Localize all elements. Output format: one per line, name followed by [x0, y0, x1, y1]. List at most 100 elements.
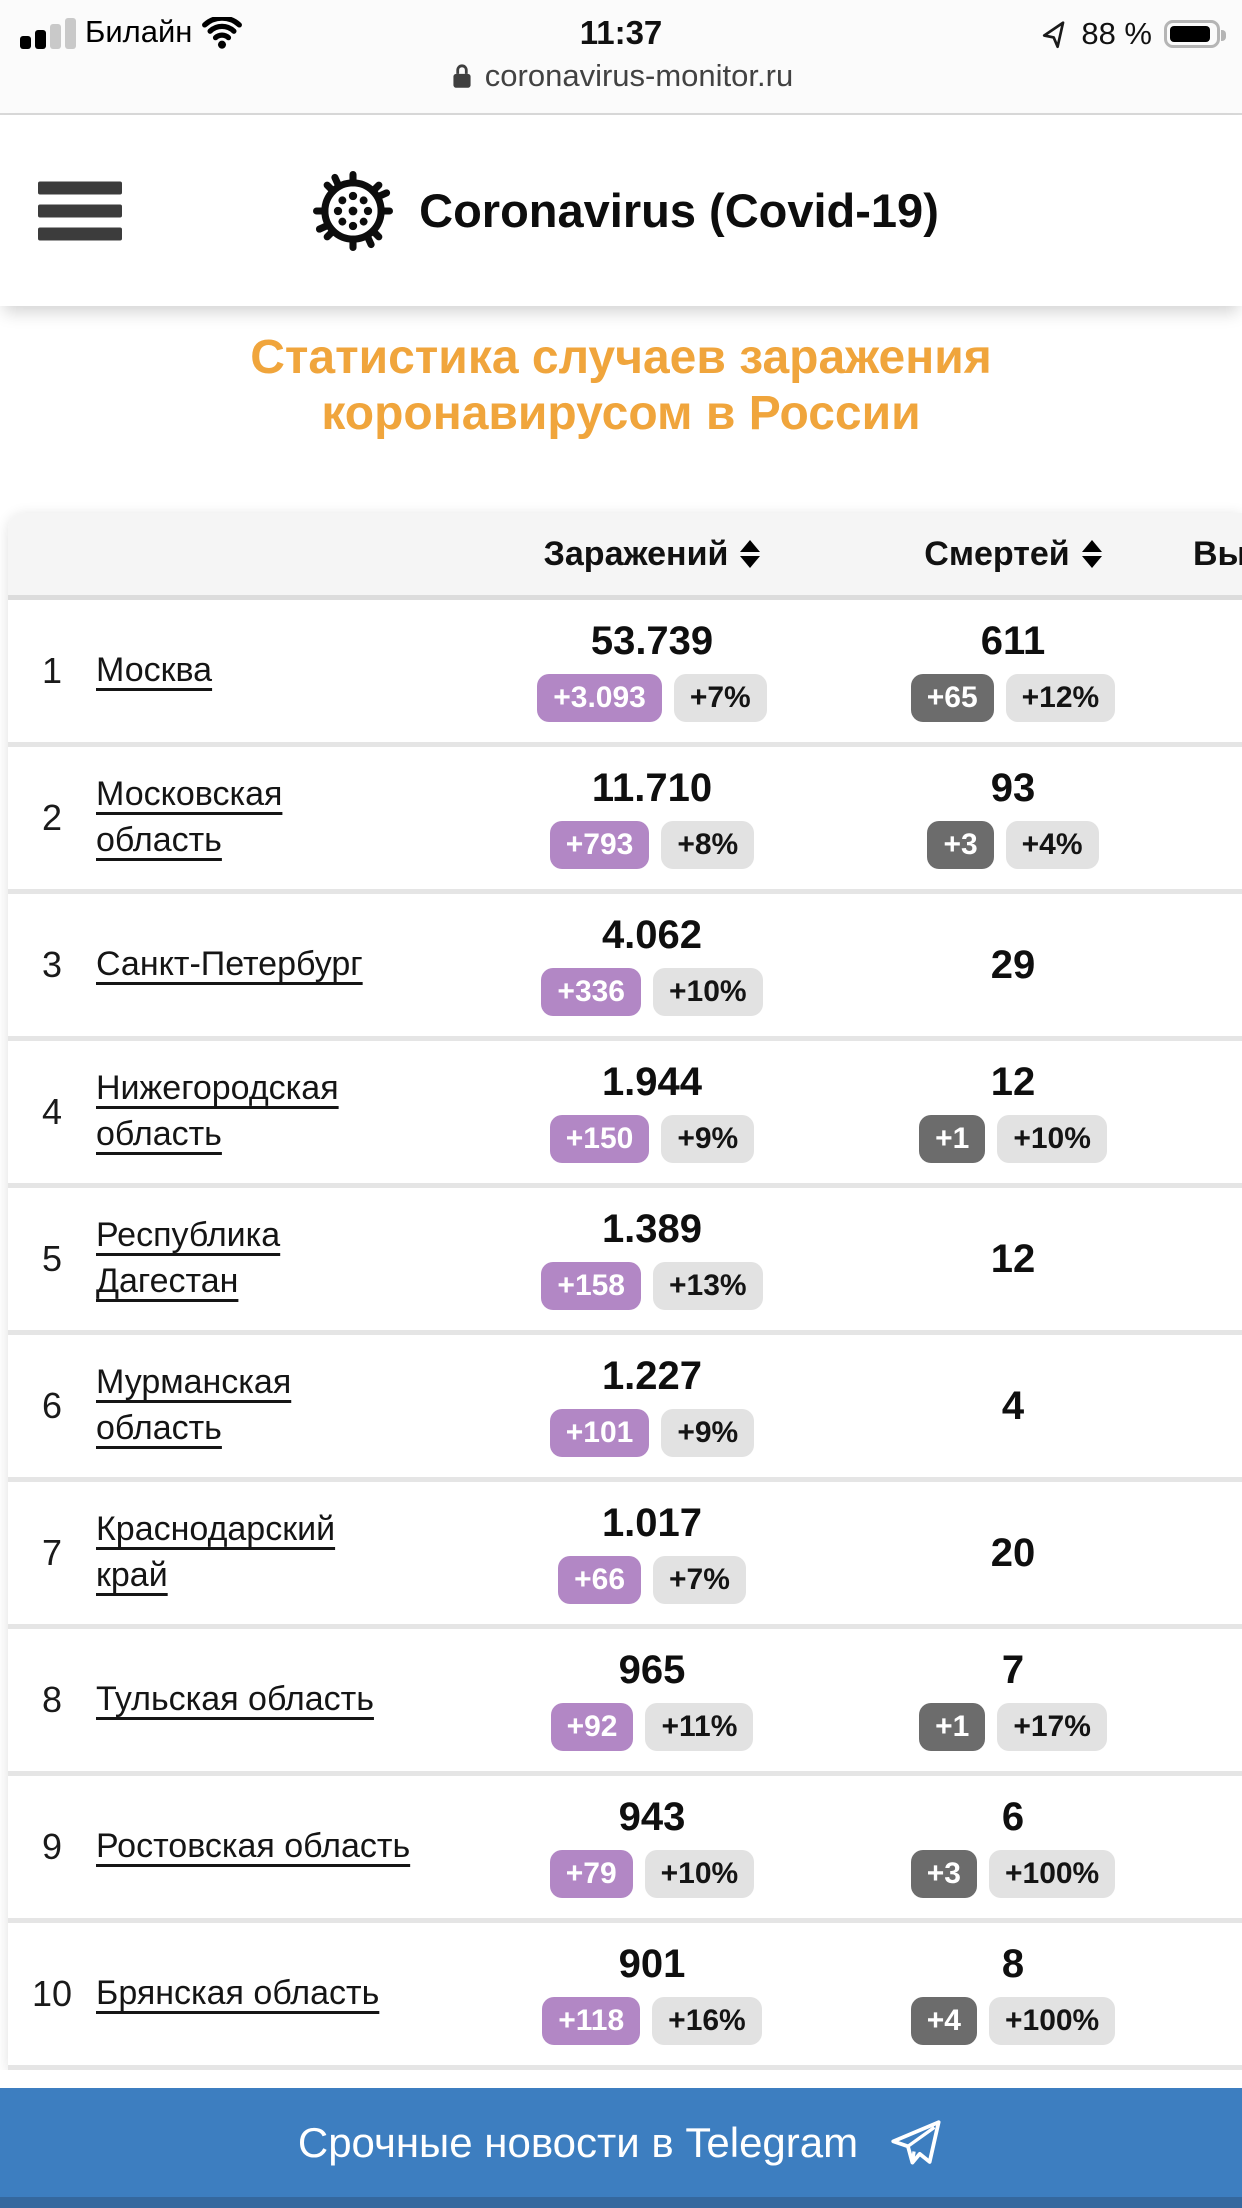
- battery-icon: [1164, 20, 1226, 48]
- deaths-cell: 20: [878, 1482, 1148, 1624]
- column-header-deaths[interactable]: Смертей: [878, 513, 1148, 595]
- infected-cell: 11.710 +793 +8%: [426, 747, 878, 889]
- infected-count: 1.389: [601, 1206, 703, 1251]
- recovered-cell: [1148, 1629, 1242, 1771]
- infected-badges: +3.093 +7%: [537, 673, 767, 722]
- deaths-percent-badge: +4%: [1005, 820, 1099, 869]
- region-link[interactable]: Нижегородская область: [96, 1069, 339, 1153]
- status-bar: Билайн 11:37 88 % coronavirus-monitor.ru: [0, 0, 1242, 115]
- url-text: coronavirus-monitor.ru: [484, 58, 794, 93]
- deaths-cell: 12 +1 +10%: [878, 1041, 1148, 1183]
- infected-cell: 1.017 +66 +7%: [426, 1482, 878, 1624]
- deaths-count: 93: [990, 765, 1036, 810]
- deaths-percent-badge: +100%: [988, 1849, 1116, 1898]
- deaths-delta-badge: +3: [927, 820, 994, 869]
- rank-cell: 2: [41, 797, 63, 838]
- page-title: Статистика случаев заражения коронавирус…: [250, 331, 992, 440]
- column-header-recovered[interactable]: Выздоровлений: [1148, 513, 1242, 595]
- infected-percent-badge: +10%: [653, 967, 763, 1016]
- telegram-banner-label: Срочные новости в Telegram: [297, 2119, 859, 2166]
- clock: 11:37: [579, 14, 663, 51]
- sort-icon: [740, 540, 761, 568]
- site-logo[interactable]: Coronavirus (Covid-19): [303, 161, 939, 261]
- deaths-cell: 7 +1 +17%: [878, 1629, 1148, 1771]
- address-bar[interactable]: coronavirus-monitor.ru: [0, 58, 1242, 94]
- stats-card: Заражений Смертей Выздоровлений 1 Москва…: [8, 513, 1242, 2070]
- deaths-cell: 6 +3 +100%: [878, 1776, 1148, 1918]
- infected-delta-badge: +101: [549, 1408, 650, 1457]
- battery-percent: 88 %: [1081, 16, 1152, 51]
- region-link[interactable]: Москва: [96, 651, 213, 690]
- region-link[interactable]: Ростовская область: [96, 1827, 411, 1866]
- virus-icon: [313, 170, 394, 251]
- recovered-cell: [1148, 747, 1242, 889]
- deaths-cell: 29: [878, 894, 1148, 1036]
- region-cell: Брянская область: [96, 1923, 426, 2065]
- region-cell: Ростовская область: [96, 1776, 426, 1918]
- region-link[interactable]: Тульская область: [96, 1680, 374, 1719]
- infected-percent-badge: +8%: [661, 820, 755, 869]
- carrier-label: Билайн: [85, 13, 193, 49]
- deaths-percent-badge: +12%: [1005, 673, 1116, 722]
- infected-count: 11.710: [591, 765, 713, 810]
- deaths-percent-badge: +17%: [997, 1702, 1107, 1751]
- table-row: 5 Республика Дагестан 1.389 +158 +13% 12: [8, 1188, 1242, 1335]
- rank-cell: 4: [41, 1091, 63, 1132]
- deaths-delta-badge: +1: [919, 1702, 986, 1751]
- location-icon: [1043, 21, 1065, 49]
- infected-cell: 53.739 +3.093 +7%: [426, 600, 878, 742]
- site-title: Coronavirus (Covid-19): [419, 184, 939, 237]
- infected-delta-badge: +150: [549, 1114, 650, 1163]
- infected-badges: +336 +10%: [541, 967, 763, 1016]
- rank-cell: 5: [41, 1238, 63, 1279]
- region-link[interactable]: Республика Дагестан: [96, 1216, 281, 1300]
- deaths-count: 12: [990, 1237, 1036, 1281]
- table-header-row: Заражений Смертей Выздоровлений: [8, 513, 1242, 600]
- deaths-badges: +3 +4%: [927, 820, 1099, 869]
- infected-percent-badge: +7%: [673, 673, 767, 722]
- site-header: Coronavirus (Covid-19): [0, 115, 1242, 306]
- infected-percent-badge: +11%: [645, 1702, 754, 1751]
- recovered-cell: [1148, 1041, 1242, 1183]
- deaths-count: 6: [1001, 1794, 1025, 1839]
- rank-cell: 9: [41, 1826, 63, 1867]
- infected-cell: 1.944 +150 +9%: [426, 1041, 878, 1183]
- hamburger-menu-button[interactable]: [38, 181, 122, 240]
- rank-cell: 8: [41, 1679, 63, 1720]
- table-row: 3 Санкт-Петербург 4.062 +336 +10% 29: [8, 894, 1242, 1041]
- deaths-badges: +65 +12%: [910, 673, 1116, 722]
- rank-cell: 3: [41, 944, 63, 985]
- deaths-badges: +1 +10%: [919, 1114, 1107, 1163]
- infected-count: 901: [618, 1941, 686, 1986]
- deaths-count: 611: [980, 618, 1046, 663]
- infected-count: 4.062: [601, 912, 703, 957]
- deaths-cell: 8 +4 +100%: [878, 1923, 1148, 2065]
- recovered-cell: [1148, 1482, 1242, 1624]
- infected-cell: 1.389 +158 +13%: [426, 1188, 878, 1330]
- rank-cell: 7: [41, 1532, 63, 1573]
- deaths-cell: 4: [878, 1335, 1148, 1477]
- region-link[interactable]: Московская область: [96, 775, 283, 859]
- region-link[interactable]: Санкт-Петербург: [96, 945, 363, 984]
- table-row: 2 Московская область 11.710 +793 +8% 93 …: [8, 747, 1242, 894]
- region-cell: Тульская область: [96, 1629, 426, 1771]
- region-cell: Москва: [96, 600, 426, 742]
- region-link[interactable]: Краснодарский край: [96, 1510, 336, 1594]
- region-link[interactable]: Брянская область: [96, 1974, 380, 2013]
- deaths-count: 8: [1001, 1941, 1025, 1986]
- title-section: Статистика случаев заражения коронавирус…: [0, 306, 1242, 513]
- region-link[interactable]: Мурманская область: [96, 1363, 292, 1447]
- deaths-count: 29: [990, 943, 1036, 987]
- infected-delta-badge: +158: [541, 1261, 641, 1310]
- wifi-icon: [202, 16, 243, 49]
- infected-count: 53.739: [590, 618, 714, 663]
- column-label: Заражений: [543, 534, 729, 573]
- column-label: Смертей: [924, 534, 1070, 573]
- infected-percent-badge: +13%: [653, 1261, 763, 1310]
- recovered-cell: [1148, 1188, 1242, 1330]
- column-header-infected[interactable]: Заражений: [426, 513, 878, 595]
- infected-count: 1.944: [601, 1059, 703, 1104]
- table-row: 9 Ростовская область 943 +79 +10% 6 +3 +…: [8, 1776, 1242, 1923]
- telegram-banner-button[interactable]: Срочные новости в Telegram: [0, 2088, 1242, 2208]
- region-cell: Республика Дагестан: [96, 1188, 426, 1330]
